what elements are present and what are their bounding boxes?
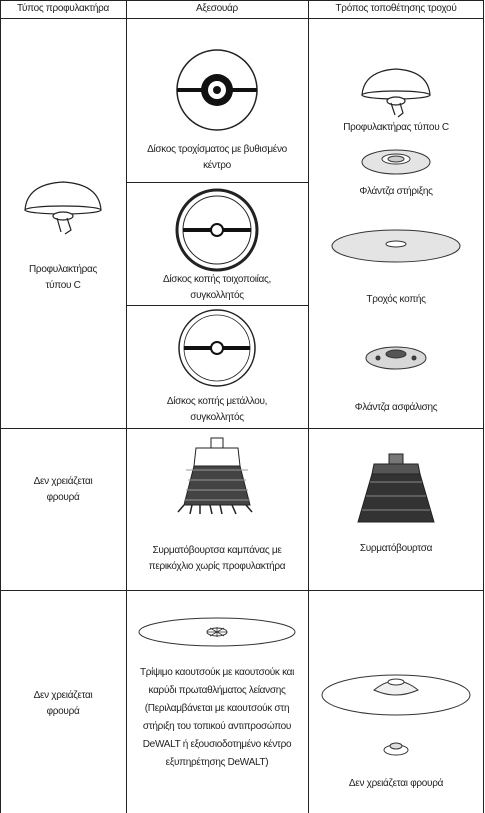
wire-brush: [357, 453, 435, 523]
mounting-part: Δεν χρειάζεται φρουρά: [348, 778, 444, 789]
mounting-part: Προφυλακτήρας τύπου C: [343, 122, 449, 133]
mounting-part: Φλάντζα ασφάλισης: [354, 402, 438, 413]
header-cell: Αξεσουάρ: [196, 3, 238, 14]
lock-flange: [365, 346, 427, 370]
header-cell: Τύπος προφυλακτήρα: [17, 3, 109, 14]
accessory: Δίσκος τροχίσματος με βυθισμένο κέντρο: [147, 144, 287, 171]
metal-disc: [178, 309, 256, 387]
masonry-disc: [175, 188, 259, 272]
guard-type: Δεν χρειάζεται φρουρά: [33, 690, 93, 717]
accessory: Τρίψιμο καουτσούκ με καουτσούκ και καρύδ…: [139, 667, 295, 768]
support-flange: [361, 149, 431, 175]
guard-icon: [361, 68, 431, 118]
header-cell: Τρόπος τοποθέτησης τροχού: [335, 3, 457, 14]
mounting-part: Τροχός κοπής: [366, 294, 426, 305]
cutting-wheel: [331, 229, 461, 263]
cup-brush: [177, 437, 253, 515]
guard-type: Προφυλακτήρας τύπου C: [29, 264, 97, 291]
accessory: Δίσκος κοπής τοιχοποιίας, συγκολλητός: [162, 274, 272, 301]
guard-type: Δεν χρειάζεται φρουρά: [33, 476, 93, 503]
mounting-part: Συρματόβουρτσα: [359, 543, 433, 554]
guard-icon: [24, 181, 102, 235]
backing-pad: [321, 674, 471, 756]
accessory: Δίσκος κοπής μετάλλου, συγκολλητός: [166, 396, 268, 423]
mounting-part: Φλάντζα στήριξης: [359, 186, 433, 197]
sanding-pad: [138, 617, 296, 647]
accessory: Συρματόβουρτσα καμπάνας με περικόχλιο χω…: [148, 545, 286, 572]
grinding-disc: [176, 49, 258, 131]
